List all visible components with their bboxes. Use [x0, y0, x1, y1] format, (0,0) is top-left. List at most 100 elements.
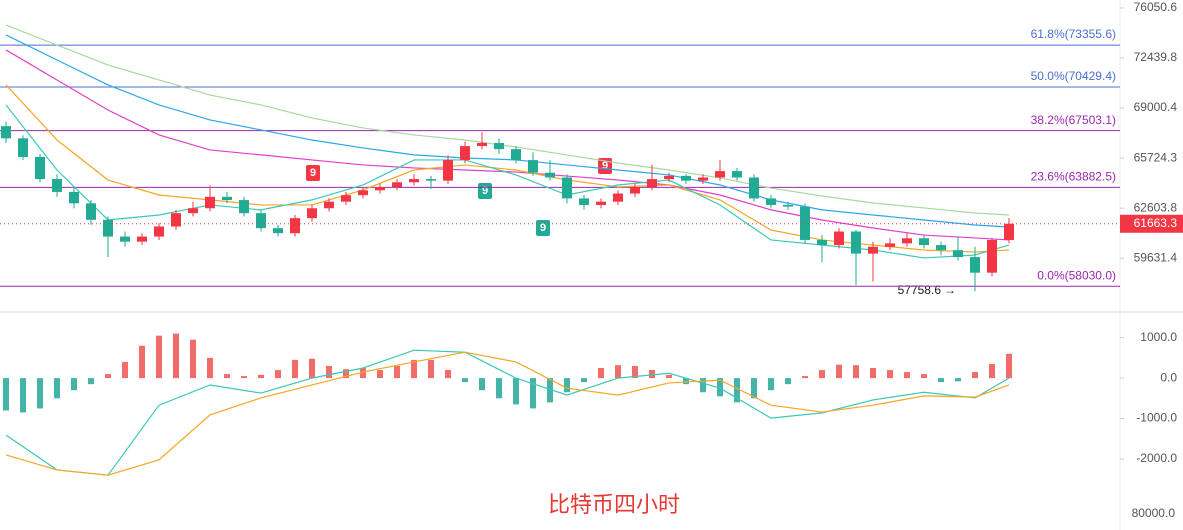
candle-body: [205, 196, 215, 209]
marker: 9: [478, 183, 492, 199]
marker-label: 9: [602, 160, 608, 172]
candle-body: [324, 201, 334, 209]
histogram-bar: [258, 374, 264, 379]
volume-axis-label: 80000.0: [1132, 506, 1176, 520]
marker: 9: [536, 220, 550, 236]
histogram-bar: [54, 378, 60, 399]
candle-body: [834, 231, 844, 246]
histogram-bar: [836, 364, 842, 379]
last-price-label: 61663.3: [1134, 216, 1178, 230]
candle-body: [426, 179, 436, 181]
histogram-bar: [955, 378, 961, 382]
candle-body: [545, 172, 555, 178]
y-tick-label: -1000.0: [1136, 411, 1177, 425]
candle-body: [868, 246, 878, 254]
candle-body: [273, 228, 283, 234]
marker-label: 9: [540, 222, 546, 234]
histogram-bar: [598, 367, 604, 379]
histogram-bar: [292, 359, 298, 379]
candle-body: [766, 198, 776, 205]
candle-body: [290, 218, 300, 234]
marker-label: 9: [310, 167, 316, 179]
low-arrow: →: [944, 283, 956, 297]
candle-body: [256, 213, 266, 229]
histogram-bar: [870, 367, 876, 379]
line: [5, 24, 1010, 216]
y-tick-label: 0.0: [1160, 370, 1177, 384]
histogram-bar: [513, 378, 519, 405]
histogram-bar: [547, 378, 553, 403]
candle-body: [341, 195, 351, 202]
histogram-bar: [530, 378, 536, 409]
histogram-bar: [343, 369, 349, 379]
candle-body: [987, 239, 997, 273]
candle-body: [664, 175, 674, 180]
fib-label: 50.0%(70429.4): [1031, 69, 1116, 83]
candle-body: [409, 179, 419, 183]
candle-body: [120, 236, 130, 242]
y-tick-label: 72439.8: [1134, 50, 1178, 64]
candle-body: [52, 179, 62, 192]
histogram-bar: [581, 378, 587, 383]
candle-body: [681, 175, 691, 181]
histogram-bar: [717, 378, 723, 397]
histogram-bar: [71, 378, 77, 391]
fib-label: 38.2%(67503.1): [1031, 113, 1116, 127]
candle-body: [443, 160, 453, 181]
line: [5, 351, 1010, 476]
candle-body: [715, 171, 725, 178]
candle-body: [698, 177, 708, 181]
histogram-bar: [190, 339, 196, 379]
y-tick-label: 69000.4: [1134, 100, 1178, 114]
histogram-bar: [819, 370, 825, 379]
histogram-bar: [241, 376, 247, 379]
histogram-bar: [989, 363, 995, 379]
candle-body: [307, 208, 317, 219]
candle-body: [902, 238, 912, 244]
histogram-bar: [88, 378, 94, 385]
candle-body: [851, 231, 861, 254]
candle-body: [953, 250, 963, 258]
y-tick-label: 62603.8: [1134, 200, 1178, 214]
y-tick-label: 59631.4: [1134, 250, 1178, 264]
candle-body: [154, 226, 164, 237]
histogram-bar: [785, 378, 791, 385]
marker: 9: [306, 165, 320, 181]
histogram-bar: [904, 372, 910, 379]
histogram-bar: [445, 370, 451, 379]
histogram-bar: [564, 378, 570, 393]
candle-body: [460, 146, 470, 161]
histogram-bar: [921, 374, 927, 379]
histogram-bar: [615, 365, 621, 379]
candle-body: [919, 238, 929, 246]
histogram-bar: [207, 357, 213, 379]
candle-body: [749, 177, 759, 199]
marker-label: 9: [482, 185, 488, 197]
histogram-bar: [3, 378, 9, 411]
candle-body: [579, 198, 589, 205]
line: [5, 49, 1010, 241]
histogram-bar: [275, 370, 281, 379]
candle-body: [239, 200, 249, 214]
histogram-bar: [938, 378, 944, 383]
histogram-bar: [853, 365, 859, 379]
candle-body: [477, 142, 487, 147]
histogram-bar: [496, 378, 502, 399]
histogram-bar: [377, 370, 383, 379]
histogram-bar: [139, 345, 145, 379]
histogram-bar: [309, 358, 315, 379]
candle-body: [392, 182, 402, 188]
histogram-bar: [122, 361, 128, 379]
last-price-tag: [1120, 214, 1183, 233]
histogram-bar: [632, 365, 638, 379]
histogram-bar: [156, 335, 162, 379]
candle-body: [494, 142, 504, 150]
candle-body: [222, 196, 232, 201]
histogram-bar: [105, 374, 111, 379]
histogram-bar: [768, 378, 774, 391]
candle-body: [562, 177, 572, 199]
candle-body: [69, 191, 79, 204]
low-label: 57758.6: [898, 283, 942, 297]
histogram-bar: [751, 378, 757, 399]
